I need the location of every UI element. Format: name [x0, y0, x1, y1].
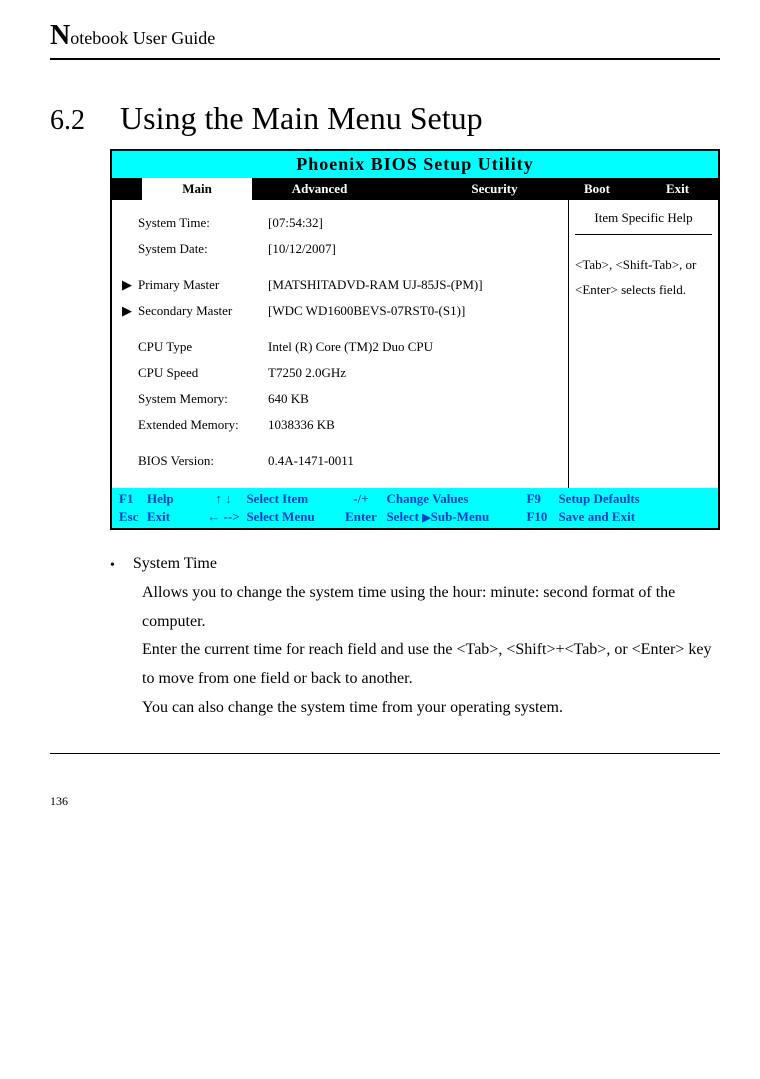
row-label: System Time:	[136, 210, 266, 236]
row-arrow-icon	[118, 386, 136, 412]
header-rest: otebook User Guide	[70, 28, 215, 48]
select-submenu-label: Select ▶Sub-Menu	[383, 508, 523, 526]
bios-main-panel: System Time:[07:54:32]System Date:[10/12…	[112, 200, 568, 488]
paragraph-3: You can also change the system time from…	[142, 694, 720, 723]
tab-main[interactable]: Main	[142, 178, 252, 200]
row-label	[136, 438, 266, 448]
row-label: CPU Type	[136, 334, 266, 360]
paragraph-1: Allows you to change the system time usi…	[142, 579, 720, 637]
setup-defaults-label: Setup Defaults	[555, 490, 714, 508]
footer-rule	[50, 753, 720, 754]
row-arrow-icon: ▶	[118, 272, 136, 298]
bios-row: CPU TypeIntel (R) Core (TM)2 Duo CPU	[118, 334, 562, 360]
row-arrow-icon: ▶	[118, 298, 136, 324]
key-f10: F10	[523, 508, 555, 526]
arrows-leftright: ← -->	[203, 508, 243, 526]
header-rule	[50, 58, 720, 60]
bios-help-panel: Item Specific Help <Tab>, <Shift-Tab>, o…	[568, 200, 718, 488]
change-values-label: Change Values	[383, 490, 523, 508]
row-value: 640 KB	[266, 386, 562, 412]
bios-row[interactable]: ▶Primary Master[MATSHITADVD-RAM UJ-85JS-…	[118, 272, 562, 298]
bios-row: System Memory:640 KB	[118, 386, 562, 412]
tab-gap	[387, 178, 432, 200]
row-label: Secondary Master	[136, 298, 266, 324]
row-value: [10/12/2007]	[266, 236, 562, 262]
row-label: Primary Master	[136, 272, 266, 298]
row-label: Extended Memory:	[136, 412, 266, 438]
row-arrow-icon	[118, 236, 136, 262]
tab-spacer	[112, 178, 142, 200]
tab-exit[interactable]: Exit	[637, 178, 718, 200]
section-heading: 6.2 Using the Main Menu Setup	[50, 100, 720, 137]
body-text: • System Time Allows you to change the s…	[110, 550, 720, 723]
key-esc: Esc	[116, 508, 144, 526]
arrows-updown: ↑ ↓	[203, 490, 243, 508]
row-label: CPU Speed	[136, 360, 266, 386]
row-label	[136, 262, 266, 272]
bullet-title: System Time	[133, 550, 217, 579]
row-value: Intel (R) Core (TM)2 Duo CPU	[266, 334, 562, 360]
tab-advanced[interactable]: Advanced	[252, 178, 387, 200]
row-value: [MATSHITADVD-RAM UJ-85JS-(PM)]	[266, 272, 562, 298]
row-arrow-icon	[118, 262, 136, 272]
page-number: 136	[50, 794, 720, 809]
help-text: <Tab>, <Shift-Tab>, or <Enter> selects f…	[575, 253, 712, 302]
row-label	[136, 324, 266, 334]
row-label: BIOS Version:	[136, 448, 266, 474]
row-label: System Memory:	[136, 386, 266, 412]
row-arrow-icon	[118, 360, 136, 386]
row-arrow-icon	[118, 210, 136, 236]
footer-row-1: F1 Help ↑ ↓ Select Item -/+ Change Value…	[116, 490, 714, 508]
select-item-label: Select Item	[243, 490, 338, 508]
row-arrow-icon	[118, 334, 136, 360]
row-label: System Date:	[136, 236, 266, 262]
dropcap: N	[50, 20, 70, 51]
help-title: Item Specific Help	[575, 210, 712, 235]
bios-fields-table: System Time:[07:54:32]System Date:[10/12…	[118, 210, 562, 474]
row-value	[266, 324, 562, 334]
row-arrow-icon	[118, 324, 136, 334]
row-value: [WDC WD1600BEVS-07RST0-(S1)]	[266, 298, 562, 324]
key-f9: F9	[523, 490, 555, 508]
bios-row	[118, 324, 562, 334]
footer-row-2: Esc Exit ← --> Select Menu Enter Select …	[116, 508, 714, 526]
bios-row	[118, 262, 562, 272]
row-value: 1038336 KB	[266, 412, 562, 438]
row-value: T7250 2.0GHz	[266, 360, 562, 386]
key-f1: F1	[116, 490, 144, 508]
select-menu-label: Select Menu	[243, 508, 338, 526]
row-arrow-icon	[118, 412, 136, 438]
tab-boot[interactable]: Boot	[557, 178, 637, 200]
section-title: Using the Main Menu Setup	[120, 100, 483, 137]
bios-tab-bar: Main Advanced Security Boot Exit	[112, 178, 718, 200]
bullet-icon: •	[110, 550, 115, 579]
row-value	[266, 438, 562, 448]
bios-footer-bar: F1 Help ↑ ↓ Select Item -/+ Change Value…	[112, 488, 718, 528]
row-value: [07:54:32]	[266, 210, 562, 236]
bios-row: CPU SpeedT7250 2.0GHz	[118, 360, 562, 386]
save-exit-label: Save and Exit	[555, 508, 714, 526]
bios-row[interactable]: ▶Secondary Master[WDC WD1600BEVS-07RST0-…	[118, 298, 562, 324]
bios-row: System Time:[07:54:32]	[118, 210, 562, 236]
row-value	[266, 262, 562, 272]
bios-title: Phoenix BIOS Setup Utility	[112, 151, 718, 178]
tab-security[interactable]: Security	[432, 178, 557, 200]
bios-row: Extended Memory:1038336 KB	[118, 412, 562, 438]
bios-row: System Date:[10/12/2007]	[118, 236, 562, 262]
bios-row	[118, 438, 562, 448]
key-enter: Enter	[338, 508, 383, 526]
page-header: Notebook User Guide	[50, 20, 720, 52]
row-arrow-icon	[118, 448, 136, 474]
key-esc-label: Exit	[144, 508, 203, 526]
bios-body: System Time:[07:54:32]System Date:[10/12…	[112, 200, 718, 488]
triangle-icon: ▶	[422, 512, 430, 524]
bios-row: BIOS Version:0.4A-1471-0011	[118, 448, 562, 474]
paragraph-2: Enter the current time for reach field a…	[142, 636, 720, 694]
row-value: 0.4A-1471-0011	[266, 448, 562, 474]
bios-window: Phoenix BIOS Setup Utility Main Advanced…	[110, 149, 720, 530]
row-arrow-icon	[118, 438, 136, 448]
section-number: 6.2	[50, 105, 100, 137]
key-plusminus: -/+	[338, 490, 383, 508]
key-f1-label: Help	[144, 490, 203, 508]
